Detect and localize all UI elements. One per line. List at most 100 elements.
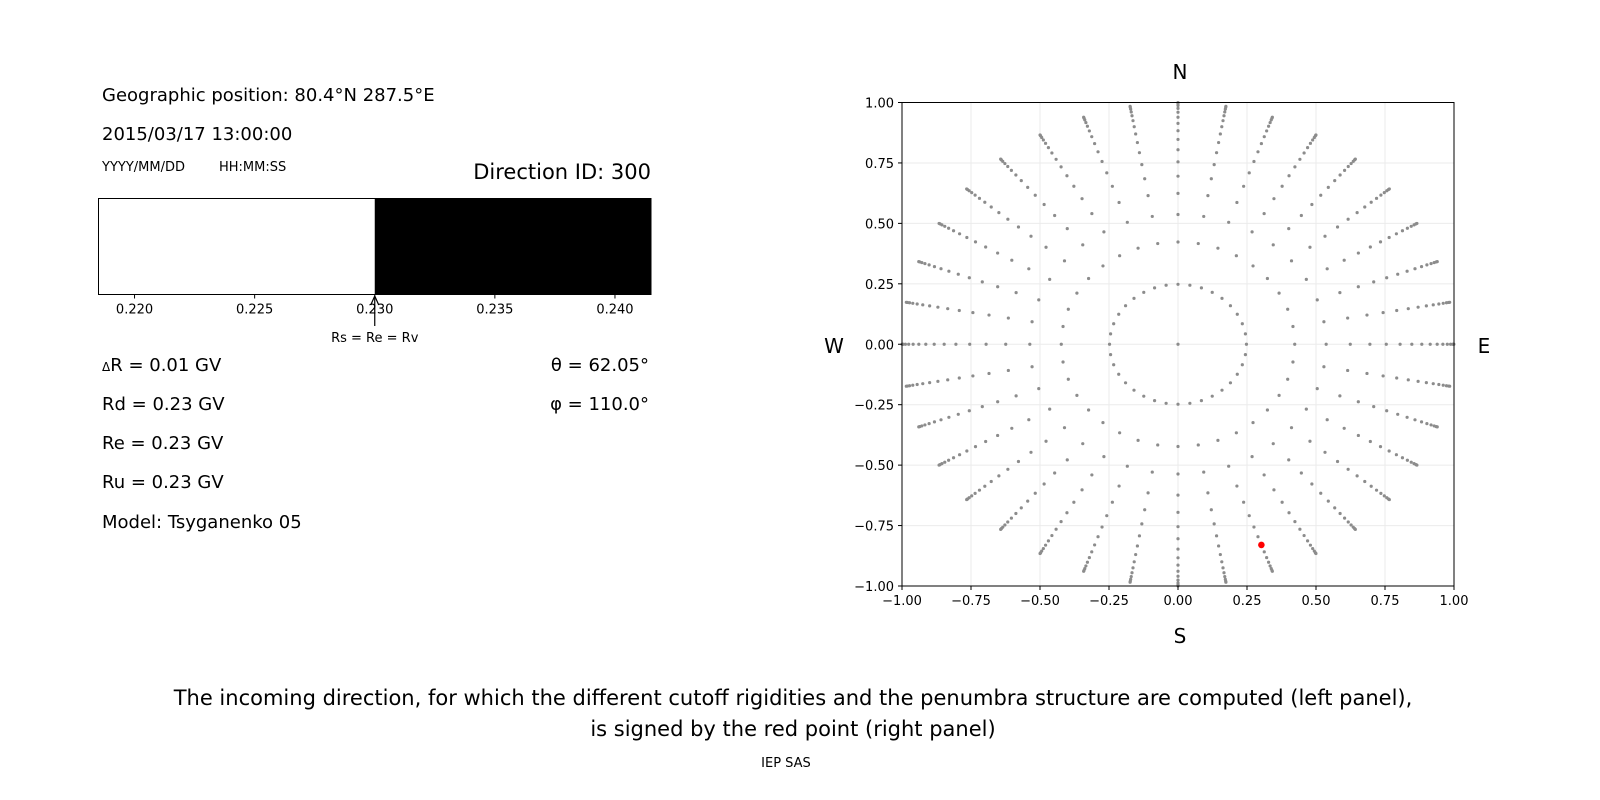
direction-point: [1220, 388, 1224, 392]
direction-point: [1250, 230, 1254, 234]
direction-point: [1437, 302, 1441, 306]
direction-point: [1304, 407, 1308, 411]
direction-point: [1338, 291, 1342, 295]
direction-point: [1396, 272, 1400, 276]
compass-east: E: [1477, 334, 1491, 358]
direction-point: [1003, 161, 1007, 166]
direction-point: [1146, 194, 1150, 198]
direction-point: [1293, 165, 1297, 169]
direction-point: [1220, 296, 1224, 300]
direction-point: [1384, 342, 1388, 346]
direction-point: [1143, 177, 1147, 181]
direction-point: [1372, 280, 1376, 284]
footer-label: IEP SAS: [761, 756, 811, 771]
direction-point: [1090, 211, 1094, 216]
direction-point: [1176, 493, 1180, 497]
direction-point: [924, 342, 928, 346]
direction-point: [1431, 303, 1435, 307]
direction-point: [957, 232, 962, 236]
direction-point: [1093, 141, 1097, 146]
direction-point: [1243, 353, 1248, 357]
direction-point: [1365, 371, 1369, 376]
direction-point: [951, 456, 956, 460]
direction-point: [1398, 342, 1402, 346]
selected-direction-point: [1258, 541, 1265, 549]
phi-value: φ = 110.0°: [550, 394, 649, 415]
direction-point: [1429, 423, 1433, 427]
direction-point: [1130, 571, 1134, 575]
direction-point: [1129, 110, 1133, 114]
direction-point: [1112, 363, 1116, 367]
direction-point: [1033, 491, 1037, 495]
compass-north: N: [1172, 60, 1188, 84]
direction-point: [1209, 177, 1213, 181]
direction-point: [946, 378, 950, 382]
direction-point: [1310, 482, 1314, 486]
direction-point: [1137, 534, 1142, 538]
direction-point: [1006, 467, 1010, 471]
direction-point: [1338, 394, 1342, 398]
direction-point: [1266, 560, 1271, 564]
direction-point: [1365, 313, 1369, 317]
direction-point: [1265, 276, 1270, 281]
direction-point: [1176, 578, 1180, 582]
direction-point: [1110, 184, 1114, 188]
y-tick-label: −0.25: [854, 399, 894, 414]
direction-point: [1346, 217, 1350, 221]
direction-point: [1308, 543, 1313, 547]
direction-point: [1202, 214, 1206, 219]
direction-point: [1061, 360, 1065, 364]
direction-point: [1107, 342, 1112, 346]
direction-point: [957, 376, 961, 380]
direction-point: [911, 301, 915, 305]
direction-point: [1338, 511, 1342, 516]
direction-point: [1081, 243, 1085, 247]
direction-point: [1218, 552, 1222, 557]
direction-point: [1006, 217, 1010, 221]
direction-point: [927, 421, 931, 426]
direction-point: [1374, 196, 1379, 200]
direction-point: [1080, 488, 1084, 492]
penumbra-segment: [98, 198, 375, 295]
direction-point: [1206, 194, 1210, 198]
direction-point: [1221, 566, 1225, 570]
direction-point: [1448, 300, 1452, 304]
direction-point: [1117, 484, 1121, 488]
direction-point: [1216, 246, 1220, 250]
direction-point: [1234, 431, 1238, 435]
direction-point: [1117, 312, 1121, 316]
direction-point: [1308, 439, 1312, 443]
direction-point: [1381, 374, 1385, 378]
direction-point: [1346, 467, 1350, 471]
direction-point: [1087, 555, 1091, 560]
direction-point: [1132, 296, 1136, 300]
direction-point: [1272, 197, 1276, 201]
direction-point: [1014, 394, 1018, 398]
direction-point: [1381, 310, 1385, 315]
direction-point: [1199, 286, 1204, 290]
delta-symbol: Δ: [102, 360, 111, 374]
direction-point: [1014, 291, 1018, 295]
direction-point: [1212, 162, 1216, 167]
direction-point: [1308, 141, 1313, 145]
direction-point: [1368, 439, 1372, 444]
direction-point: [1224, 104, 1228, 108]
direction-point: [1385, 276, 1389, 280]
direction-point: [1342, 258, 1346, 262]
direction-point: [1445, 342, 1449, 346]
direction-point: [1026, 499, 1030, 503]
direction-point: [1046, 146, 1051, 150]
direction-point: [1252, 159, 1256, 164]
direction-point: [1394, 232, 1399, 236]
direction-point: [936, 379, 940, 383]
direction-point: [1368, 342, 1372, 346]
direction-point: [1298, 157, 1302, 161]
direction-point: [1308, 245, 1312, 249]
direction-point: [1019, 179, 1023, 183]
direction-point: [1310, 202, 1314, 207]
direction-point: [997, 210, 1001, 215]
direction-point: [1188, 283, 1192, 287]
direction-point: [1223, 574, 1227, 579]
direction-point: [1416, 305, 1420, 309]
